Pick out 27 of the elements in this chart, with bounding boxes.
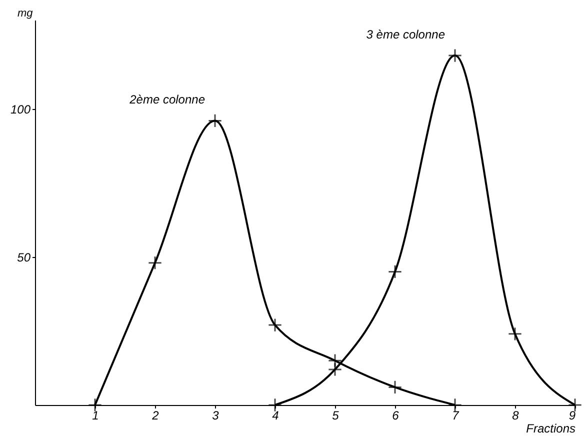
x-tick-label: 2 [151, 408, 160, 422]
x-tick-label: 4 [272, 408, 280, 422]
x-tick-label: 6 [392, 408, 400, 422]
x-tick-label: 5 [332, 408, 340, 422]
point [448, 48, 462, 63]
point [88, 398, 102, 412]
point [148, 256, 162, 270]
y-tick-label: 50 [17, 250, 31, 264]
x-tick-label: 7 [452, 408, 460, 422]
series-label: 3 ème colonne [366, 28, 446, 42]
series-label: 2ème colonne [128, 92, 206, 107]
point [448, 398, 462, 412]
point [208, 114, 222, 128]
y-axis-title: mg [18, 8, 34, 20]
point [388, 380, 402, 394]
y-tick-label: 100 [10, 102, 31, 116]
point [568, 398, 582, 412]
point [388, 264, 402, 279]
point [328, 362, 342, 377]
x-tick-label: 9 [568, 408, 576, 422]
point [508, 326, 522, 341]
x-axis-title: Fractions [526, 422, 576, 436]
x-tick-label: 1 [92, 408, 99, 422]
point [268, 398, 282, 412]
point [268, 318, 282, 332]
x-tick-label: 3 [212, 408, 220, 422]
x-tick-label: 8 [512, 408, 520, 422]
